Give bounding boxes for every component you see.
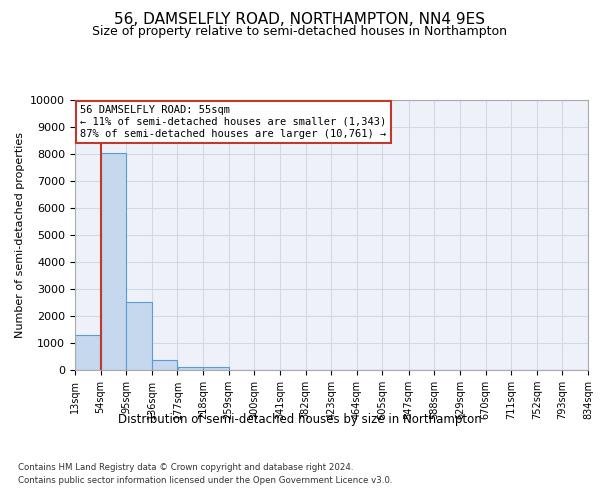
Bar: [127, 302, 152, 370]
Text: 56, DAMSELFLY ROAD, NORTHAMPTON, NN4 9ES: 56, DAMSELFLY ROAD, NORTHAMPTON, NN4 9ES: [115, 12, 485, 28]
Text: Contains public sector information licensed under the Open Government Licence v3: Contains public sector information licen…: [18, 476, 392, 485]
Text: Contains HM Land Registry data © Crown copyright and database right 2024.: Contains HM Land Registry data © Crown c…: [18, 462, 353, 471]
Bar: [101, 152, 126, 370]
Bar: [152, 360, 178, 370]
Bar: [75, 335, 100, 370]
Text: Distribution of semi-detached houses by size in Northampton: Distribution of semi-detached houses by …: [118, 412, 482, 426]
Y-axis label: Number of semi-detached properties: Number of semi-detached properties: [15, 132, 25, 338]
Text: 56 DAMSELFLY ROAD: 55sqm
← 11% of semi-detached houses are smaller (1,343)
87% o: 56 DAMSELFLY ROAD: 55sqm ← 11% of semi-d…: [80, 106, 386, 138]
Bar: [178, 366, 203, 370]
Text: Size of property relative to semi-detached houses in Northampton: Size of property relative to semi-detach…: [92, 25, 508, 38]
Bar: [203, 368, 229, 370]
